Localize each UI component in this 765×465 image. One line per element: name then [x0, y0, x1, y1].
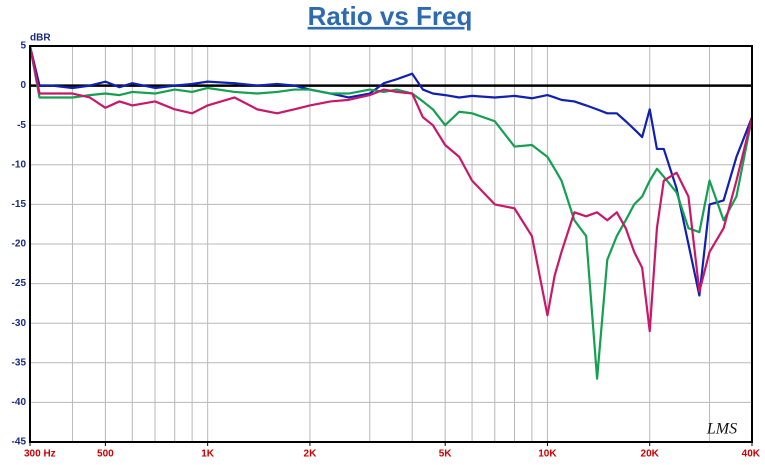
y-tick-label: -30 [12, 318, 27, 329]
y-tick-label: -25 [12, 278, 27, 289]
x-tick-label: 10K [538, 449, 557, 460]
x-tick-label: 5K [439, 449, 453, 460]
y-tick-label: 5 [20, 41, 26, 52]
x-tick-label: 300 Hz [24, 449, 56, 460]
x-tick-label: 40K [742, 449, 761, 460]
y-axis-label: dBR [30, 33, 51, 44]
x-tick-label: 20K [641, 449, 660, 460]
y-tick-label: -20 [12, 239, 27, 250]
chart-title: Ratio vs Freq [308, 1, 473, 31]
series-line [28, 45, 754, 333]
y-tick-label: 0 [20, 80, 26, 91]
plot-frame [29, 45, 753, 443]
x-tick-label: 2K [304, 449, 318, 460]
y-tick-label: -10 [12, 159, 27, 170]
watermark: LMS [706, 421, 737, 438]
y-tick-label: -15 [12, 199, 27, 210]
y-tick-label: -35 [12, 357, 27, 368]
series-line [28, 45, 754, 380]
y-tick-label: -40 [12, 397, 27, 408]
lines [28, 45, 754, 380]
y-tick-label: -5 [17, 120, 26, 131]
x-tick-label: 1K [201, 449, 215, 460]
x-tick-label: 500 [97, 449, 114, 460]
series-line [28, 45, 754, 297]
y-tick-label: -45 [12, 437, 27, 448]
